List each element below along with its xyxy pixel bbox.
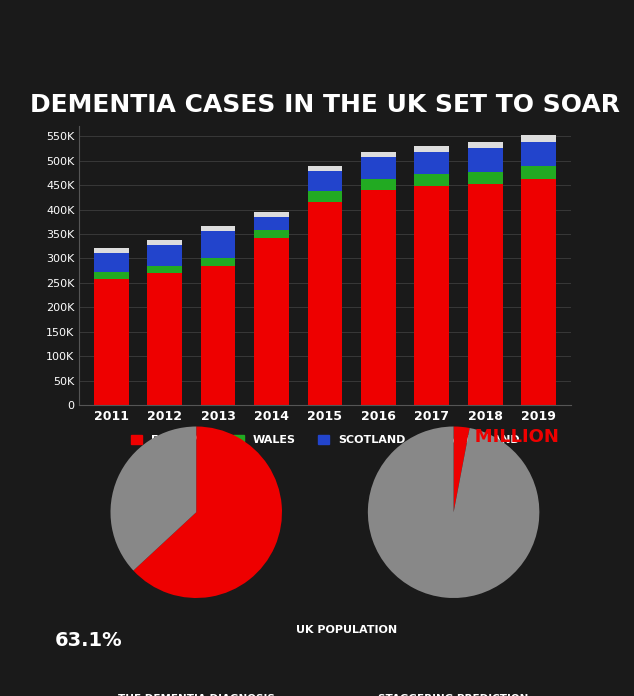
Bar — [521, 142, 556, 166]
Text: STAGGERING PREDICTION
OF THE NUMBER OF BRITS
SET TO BE LIVING WITH
DEMENTIA BY 2: STAGGERING PREDICTION OF THE NUMBER OF B… — [376, 695, 531, 696]
Bar — [307, 166, 342, 171]
Bar — [361, 190, 396, 405]
Text: THE DEMENTIA DIAGNOSIS
RATE IN ENGLAND WAS
63.1% IN MAY 2023: THE DEMENTIA DIAGNOSIS RATE IN ENGLAND W… — [118, 695, 275, 696]
Bar — [254, 238, 289, 405]
Bar — [201, 258, 235, 266]
Bar — [415, 174, 449, 186]
Bar — [468, 142, 503, 148]
Bar — [415, 186, 449, 405]
Bar — [94, 248, 129, 253]
Bar — [201, 231, 235, 258]
Wedge shape — [368, 427, 540, 598]
Wedge shape — [453, 427, 470, 512]
Bar — [415, 146, 449, 152]
Bar — [254, 212, 289, 217]
Bar — [307, 171, 342, 191]
Wedge shape — [133, 427, 282, 598]
Bar — [361, 152, 396, 157]
Text: 2 MILLION: 2 MILLION — [456, 428, 559, 446]
Bar — [468, 148, 503, 172]
Bar — [147, 245, 182, 266]
Text: DEMENTIA CASES IN THE UK SET TO SOAR: DEMENTIA CASES IN THE UK SET TO SOAR — [30, 93, 620, 117]
Wedge shape — [110, 427, 197, 571]
Bar — [201, 226, 235, 231]
Bar — [147, 273, 182, 405]
Bar — [468, 184, 503, 405]
Bar — [521, 135, 556, 142]
Bar — [307, 191, 342, 202]
Bar — [361, 179, 396, 190]
Bar — [521, 179, 556, 405]
Bar — [201, 266, 235, 405]
Bar — [147, 240, 182, 245]
Text: 63.1%: 63.1% — [55, 631, 123, 650]
Bar — [254, 230, 289, 238]
Bar — [94, 272, 129, 279]
Bar — [415, 152, 449, 174]
Text: UK POPULATION: UK POPULATION — [296, 625, 397, 635]
Bar — [307, 202, 342, 405]
Bar — [254, 217, 289, 230]
Legend: ENGLAND, WALES, SCOTLAND, N. IRELAND: ENGLAND, WALES, SCOTLAND, N. IRELAND — [126, 431, 524, 450]
Bar — [94, 253, 129, 272]
Bar — [147, 266, 182, 273]
Bar — [94, 279, 129, 405]
Bar — [521, 166, 556, 179]
Bar — [361, 157, 396, 179]
Bar — [468, 172, 503, 184]
